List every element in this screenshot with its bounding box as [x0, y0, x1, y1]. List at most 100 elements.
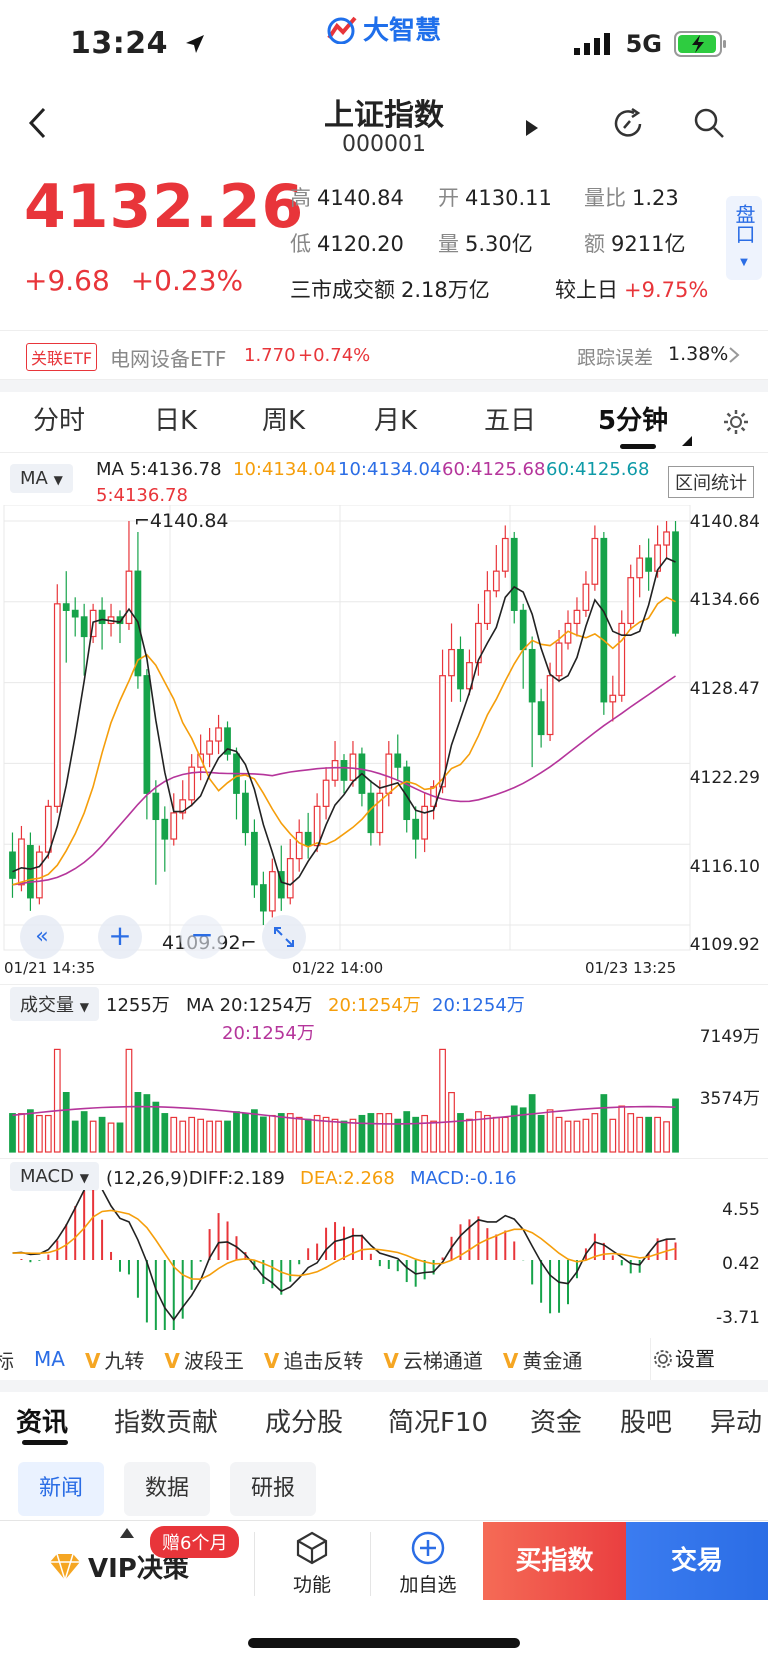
buy-index-button[interactable]: 买指数 — [483, 1522, 626, 1600]
next-security-icon[interactable] — [524, 118, 540, 138]
indicator-strip: 标 MA V 九转 V 波段王 V 追击反转 V 云梯通道 V 黄金通 — [0, 1338, 768, 1380]
etf-tag: 关联ETF — [26, 343, 98, 371]
candle-body — [304, 831, 312, 847]
candles — [9, 521, 679, 925]
fullscreen-button[interactable] — [262, 915, 306, 959]
tab-f10[interactable]: 简况F10 — [388, 1408, 489, 1438]
candle-body — [9, 851, 16, 879]
volume-bar — [573, 1120, 581, 1153]
macd-chart[interactable] — [0, 1190, 768, 1330]
volume-bar — [618, 1105, 626, 1153]
tab-funds[interactable]: 资金 — [530, 1408, 583, 1438]
candle-body — [188, 766, 196, 801]
tab-weekly-k[interactable]: 周K — [262, 406, 306, 436]
candle-body — [466, 662, 473, 690]
volume-bar — [582, 1118, 590, 1153]
volume-bar — [295, 1116, 303, 1153]
divider — [254, 1532, 255, 1596]
candle-body — [98, 609, 106, 625]
refresh-icon[interactable] — [610, 106, 646, 142]
indicator-item[interactable]: 标 — [0, 1348, 14, 1373]
candle-body — [286, 858, 294, 899]
tab-monthly-k[interactable]: 月K — [374, 406, 418, 436]
volume-chart[interactable] — [0, 1010, 768, 1155]
indicator-ma[interactable]: MA — [34, 1347, 65, 1371]
candle-body — [376, 792, 384, 834]
change-value: +9.68 — [24, 264, 110, 297]
trade-button[interactable]: 交易 — [626, 1522, 768, 1600]
logo-icon — [327, 16, 357, 44]
tab-anomaly[interactable]: 异动 — [710, 1408, 763, 1438]
indicator-yunti[interactable]: V 云梯通道 — [383, 1348, 483, 1373]
related-etf-row[interactable]: 关联ETF 电网设备ETF 1.770 +0.74% 跟踪误差 1.38% — [0, 330, 768, 380]
indicator-jiuzhuan[interactable]: V 九转 — [84, 1348, 145, 1373]
range-stats-button[interactable]: 区间统计 — [668, 466, 754, 498]
candle-body — [421, 805, 429, 840]
volume-bar — [62, 1091, 70, 1153]
volume-bar — [197, 1118, 205, 1153]
candle-body — [242, 792, 249, 834]
chevron-right-icon — [729, 347, 740, 363]
ma-selector[interactable]: MA ▼ — [10, 464, 73, 493]
collapse-button[interactable]: « — [20, 915, 64, 959]
volume-bar — [286, 1113, 294, 1153]
indicator-huangjin[interactable]: V 黄金通 — [502, 1348, 583, 1373]
subtab-data[interactable]: 数据 — [124, 1462, 210, 1516]
volume-bar — [233, 1111, 240, 1153]
add-circle-icon — [411, 1531, 445, 1565]
volume-bars — [9, 1048, 679, 1153]
subtab-research[interactable]: 研报 — [230, 1462, 316, 1516]
add-watchlist-button[interactable]: 加自选 — [388, 1530, 468, 1597]
tab-constituents[interactable]: 成分股 — [265, 1408, 344, 1438]
volume-bar — [44, 1114, 52, 1153]
search-icon[interactable] — [692, 106, 726, 140]
divider — [0, 1158, 768, 1159]
indicator-zhuiji[interactable]: V 追击反转 — [263, 1348, 364, 1373]
macd-diff-line — [12, 1190, 676, 1321]
back-icon[interactable] — [26, 106, 50, 140]
indicator-boduanwang[interactable]: V 波段王 — [164, 1348, 244, 1373]
macd-axis-top: 4.55 — [722, 1200, 760, 1220]
indicator-settings[interactable]: 设置 — [650, 1338, 768, 1380]
expand-icon — [274, 927, 294, 947]
chart-grid — [3, 505, 691, 951]
pankou-tab[interactable]: 盘口 ▼ — [726, 196, 762, 280]
tab-5min[interactable]: 5分钟 — [598, 406, 669, 436]
stat-high: 高 4140.84 — [290, 186, 404, 210]
tab-dropdown-icon[interactable] — [682, 436, 692, 446]
ma10-legend-b: 10:4134.04 — [338, 459, 442, 480]
volume-bar — [35, 1114, 43, 1153]
volume-selector[interactable]: 成交量 ▼ — [10, 987, 99, 1021]
tab-daily-k[interactable]: 日K — [154, 406, 198, 436]
candle-body — [519, 609, 527, 651]
volume-bar — [421, 1114, 429, 1153]
macd-value: MACD:-0.16 — [410, 1168, 517, 1189]
zoom-in-button[interactable]: + — [98, 915, 142, 959]
tab-index-contribution[interactable]: 指数贡献 — [114, 1408, 219, 1438]
app-logo: 大智慧 — [325, 10, 441, 47]
volume-bar — [457, 1113, 464, 1153]
tab-news[interactable]: 资讯 — [16, 1408, 69, 1438]
zoom-out-button[interactable]: − — [180, 915, 224, 959]
volume-bar — [501, 1116, 509, 1153]
tab-timeshare[interactable]: 分时 — [33, 406, 86, 436]
tab-five-day[interactable]: 五日 — [484, 406, 537, 436]
volume-bar — [439, 1048, 446, 1153]
volume-bar — [152, 1101, 160, 1153]
candlestick-chart[interactable] — [0, 505, 768, 985]
subtab-news[interactable]: 新闻 — [18, 1462, 104, 1516]
tab-forum[interactable]: 股吧 — [620, 1408, 673, 1438]
volume-bar — [161, 1113, 169, 1153]
macd-selector[interactable]: MACD ▼ — [10, 1162, 99, 1191]
volume-bar — [466, 1118, 473, 1153]
vip-button[interactable]: VIP决策 — [48, 1548, 189, 1585]
volume-bar — [215, 1120, 222, 1153]
candle-body — [483, 590, 491, 625]
volume-axis-top: 7149万 — [699, 1027, 760, 1047]
volume-bar — [251, 1109, 258, 1153]
candle-body — [331, 760, 339, 781]
function-button[interactable]: 功能 — [276, 1530, 348, 1597]
volume-bar — [394, 1118, 402, 1153]
chart-settings-icon[interactable] — [722, 408, 750, 436]
volume-bar — [340, 1120, 348, 1153]
